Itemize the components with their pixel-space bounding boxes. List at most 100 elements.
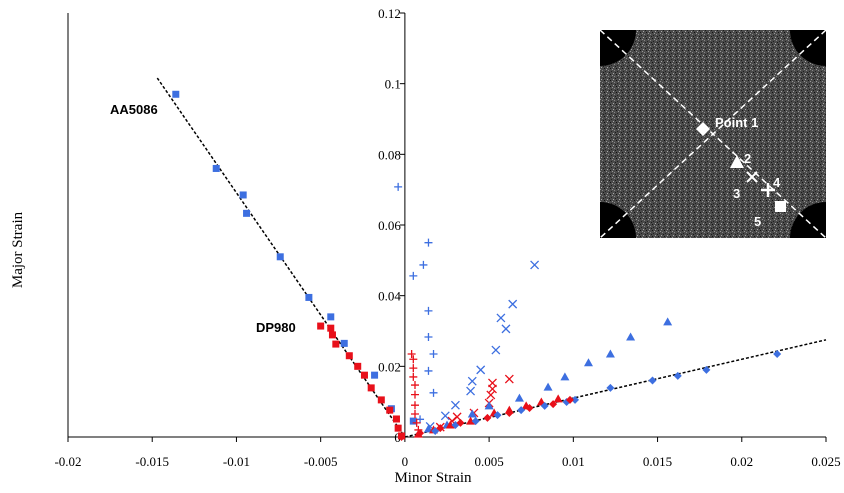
point	[773, 349, 782, 358]
point	[243, 209, 251, 217]
y-tick-label: 0.08	[378, 147, 401, 162]
point	[484, 401, 494, 410]
point	[440, 411, 450, 421]
point	[648, 376, 657, 385]
point	[397, 433, 406, 441]
point	[377, 396, 385, 404]
inset-label: Point 1	[715, 115, 758, 130]
point	[514, 393, 524, 402]
x-tick-label: -0.01	[223, 454, 250, 469]
point	[606, 383, 615, 392]
inset-label: 5	[754, 214, 761, 229]
point	[540, 401, 549, 410]
point	[327, 313, 335, 321]
x-tick-label: -0.02	[54, 454, 81, 469]
point	[553, 394, 563, 403]
point	[305, 293, 313, 301]
inset-image	[600, 30, 826, 238]
point	[626, 332, 636, 341]
point	[424, 238, 433, 247]
point	[423, 424, 433, 433]
annotation: DP980	[256, 320, 296, 335]
y-tick-label: 0	[394, 430, 401, 445]
point	[410, 410, 419, 419]
x-tick-label: 0.025	[811, 454, 840, 469]
point	[354, 362, 362, 370]
y-tick-label: 0.1	[385, 77, 401, 92]
point	[429, 388, 438, 397]
point	[549, 400, 558, 409]
point	[327, 324, 335, 332]
point	[530, 260, 540, 270]
point	[466, 416, 476, 425]
point	[371, 371, 379, 379]
point	[424, 306, 433, 315]
point	[605, 349, 615, 358]
point	[583, 358, 593, 367]
point	[410, 401, 419, 410]
point	[663, 317, 673, 326]
point	[673, 371, 682, 380]
point	[419, 260, 428, 269]
point	[505, 408, 514, 417]
point	[488, 384, 497, 394]
inset-label: 3	[733, 186, 740, 201]
point	[317, 322, 325, 330]
point	[429, 349, 438, 358]
point	[410, 390, 419, 399]
point	[493, 411, 502, 420]
point	[345, 352, 353, 360]
point	[410, 381, 419, 390]
point	[517, 406, 526, 415]
x-tick-label: -0.015	[135, 454, 169, 469]
point	[239, 191, 247, 199]
point	[508, 299, 518, 309]
point	[328, 331, 336, 339]
y-tick-label: 0.06	[378, 218, 401, 233]
y-tick-label: 0.02	[378, 359, 401, 374]
point	[471, 417, 480, 426]
point	[409, 355, 418, 364]
point	[501, 324, 511, 334]
trend-line	[156, 77, 406, 438]
y-tick-label: 0.04	[378, 289, 401, 304]
point	[543, 382, 553, 391]
point	[456, 418, 465, 427]
y-tick-label: 0.12	[378, 6, 401, 21]
x-tick-label: 0.015	[643, 454, 672, 469]
point	[332, 340, 340, 348]
point	[486, 390, 496, 400]
point	[467, 409, 477, 418]
point	[467, 376, 477, 386]
point	[392, 415, 400, 423]
point	[504, 374, 514, 384]
x-tick-label: 0.005	[474, 454, 503, 469]
point	[172, 90, 180, 98]
point	[360, 371, 368, 379]
point	[386, 406, 394, 414]
point	[424, 366, 433, 375]
point	[412, 418, 421, 427]
point	[416, 429, 425, 438]
x-tick-label: 0.02	[730, 454, 753, 469]
point	[276, 253, 284, 261]
annotation: AA5086	[110, 102, 158, 117]
point	[565, 395, 574, 404]
point	[424, 333, 433, 342]
x-tick-label: 0	[402, 454, 409, 469]
point	[496, 313, 506, 323]
point	[476, 365, 486, 375]
point	[483, 413, 492, 422]
point	[445, 420, 455, 429]
point	[409, 364, 418, 373]
point	[491, 345, 501, 355]
point	[560, 372, 570, 381]
point	[340, 339, 348, 347]
point	[525, 404, 534, 413]
inset-label: 2	[744, 151, 751, 166]
x-axis-label: Minor Strain	[394, 470, 472, 486]
point	[409, 271, 418, 280]
point	[466, 386, 476, 396]
x-tick-label: -0.005	[304, 454, 338, 469]
